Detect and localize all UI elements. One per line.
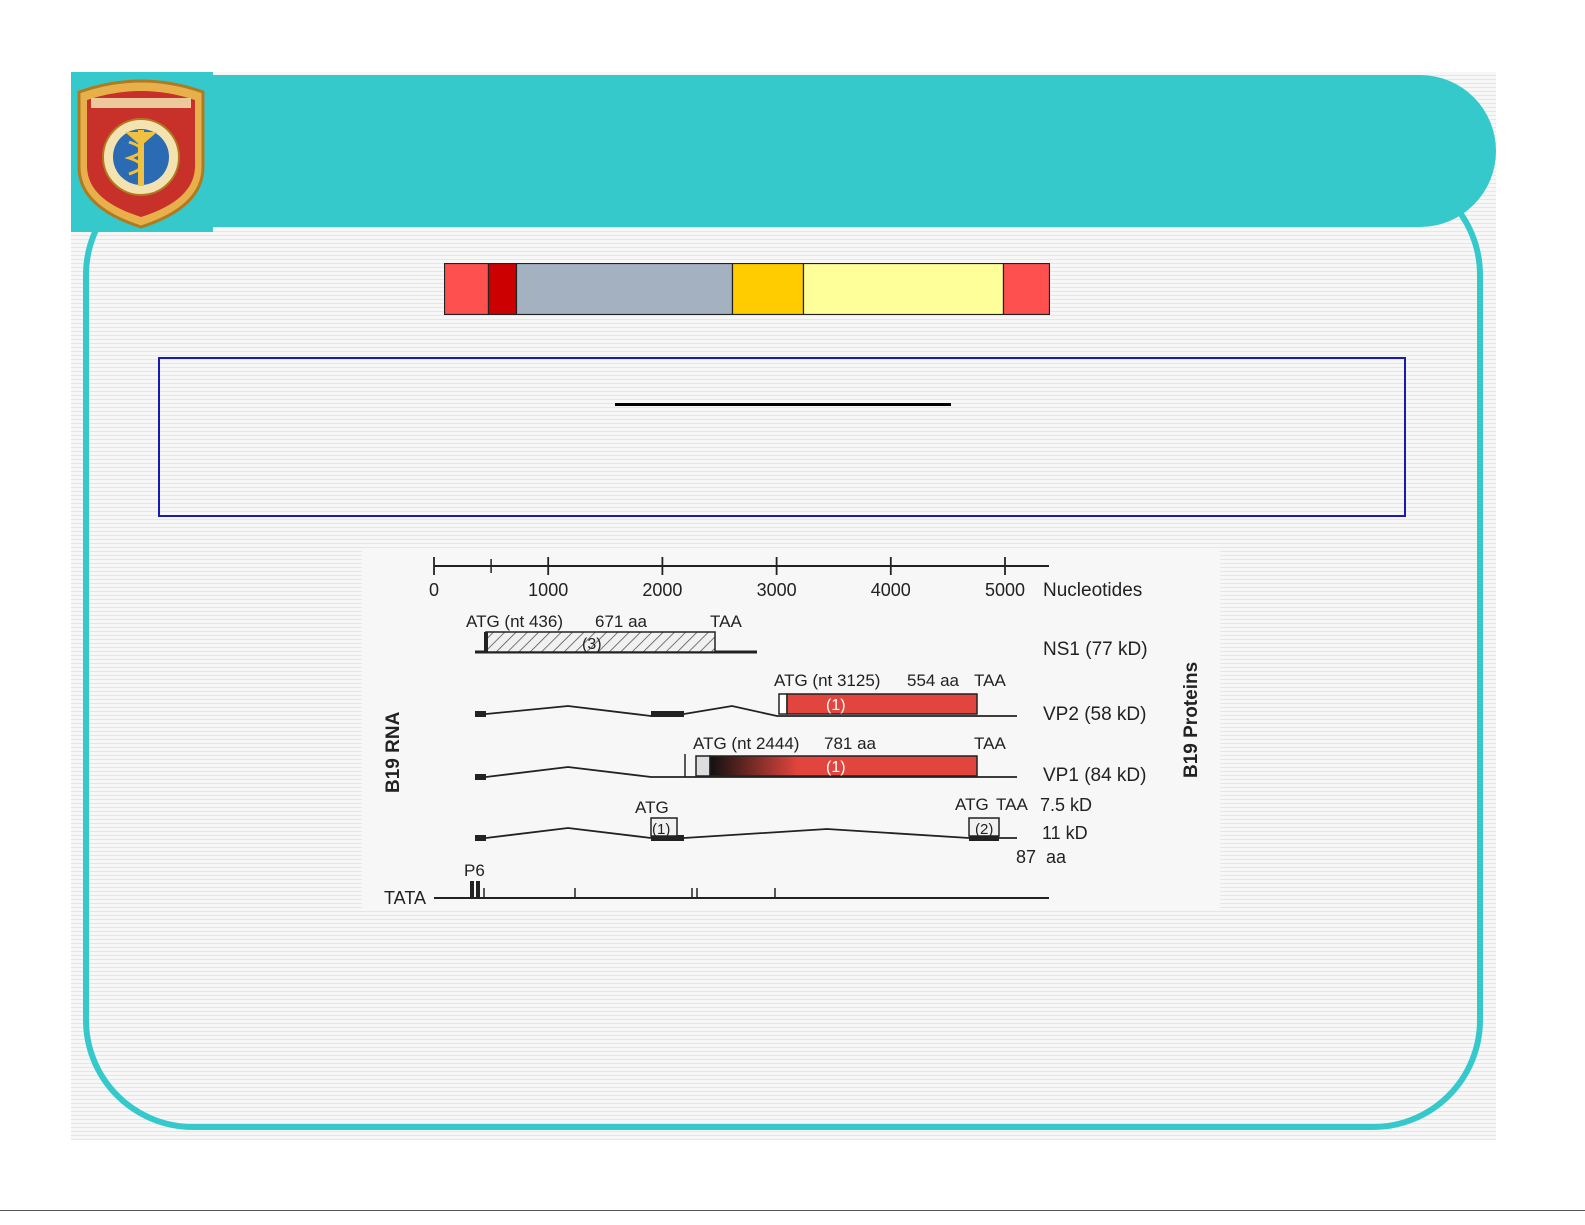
- vp1-start-box: [695, 755, 711, 777]
- genome-map-bar: [444, 263, 1050, 315]
- scale-tick-label: 3000: [757, 580, 797, 600]
- scale-tick-label: 0: [429, 580, 439, 600]
- vp1-stop-label: TAA: [974, 734, 1006, 753]
- small-protein-a: 7.5 kD: [1040, 795, 1092, 815]
- ns1-start-marker: [484, 632, 488, 652]
- vp2-orf-box: [786, 693, 978, 715]
- small-atg-right: ATG: [955, 795, 989, 814]
- vp2-start-label: ATG (nt 3125): [774, 671, 880, 690]
- vp1-orf-box: [709, 755, 978, 777]
- small-left-orf-box: [650, 817, 678, 837]
- scale-tick-label: 5000: [985, 580, 1025, 600]
- genome-segment: [487, 263, 518, 315]
- ns1-start-label: ATG (nt 436): [466, 612, 563, 631]
- university-crest-logo: [71, 72, 213, 232]
- small-taa-right: TAA: [996, 795, 1028, 814]
- right-label-b19-proteins: B19 Proteins: [1181, 662, 1202, 778]
- ns1-length-label: 671 aa: [595, 612, 648, 631]
- b19-genome-figure: 0 1000 2000 3000 4000 5000 Nucleotides ATG (n…: [362, 548, 1220, 910]
- small-splice-path: [475, 827, 1017, 839]
- scale-tick-label: 1000: [528, 580, 568, 600]
- vp2-length-label: 554 aa: [907, 671, 960, 690]
- ns1-protein-label: NS1 (77 kD): [1043, 639, 1148, 660]
- vp2-start-box: [778, 693, 788, 715]
- genome-segment: [515, 263, 734, 315]
- promoter-label: P6: [464, 861, 485, 880]
- vp1-length-label: 781 aa: [824, 734, 877, 753]
- vp2-protein-label: VP2 (58 kD): [1043, 704, 1146, 725]
- tata-label: TATA: [384, 888, 426, 908]
- genome-segment: [731, 263, 805, 315]
- small-right-orf-box: [968, 817, 1000, 837]
- header-band: [71, 75, 1496, 227]
- small-frame-right: (2): [975, 821, 993, 838]
- scale-tick-label: 4000: [871, 580, 911, 600]
- bottom-rule: [0, 1210, 1585, 1211]
- small-aa-count: 87: [1016, 847, 1036, 867]
- axis-label-nucleotides: Nucleotides: [1043, 580, 1142, 601]
- small-frame-left: (1): [652, 821, 670, 838]
- vp1-start-label: ATG (nt 2444): [693, 734, 799, 753]
- ns1-frame-label: (3): [582, 636, 602, 653]
- small-aa-unit: aa: [1046, 847, 1067, 867]
- left-label-b19-rna: B19 RNA: [383, 711, 404, 793]
- genome-segment: [802, 263, 1005, 315]
- genome-segment: [444, 263, 490, 315]
- genome-segment: [1002, 263, 1050, 315]
- small-atg-left: ATG: [635, 798, 669, 817]
- ns1-stop-label: TAA: [710, 612, 742, 631]
- text-box: [158, 357, 1406, 517]
- title-underline: [615, 403, 951, 406]
- vp2-frame-label: (1): [826, 697, 846, 714]
- vp1-protein-label: VP1 (84 kD): [1043, 765, 1146, 786]
- small-protein-b: 11 kD: [1042, 823, 1088, 843]
- vp1-frame-label: (1): [826, 759, 846, 776]
- scale-tick-label: 2000: [642, 580, 682, 600]
- vp2-stop-label: TAA: [974, 671, 1006, 690]
